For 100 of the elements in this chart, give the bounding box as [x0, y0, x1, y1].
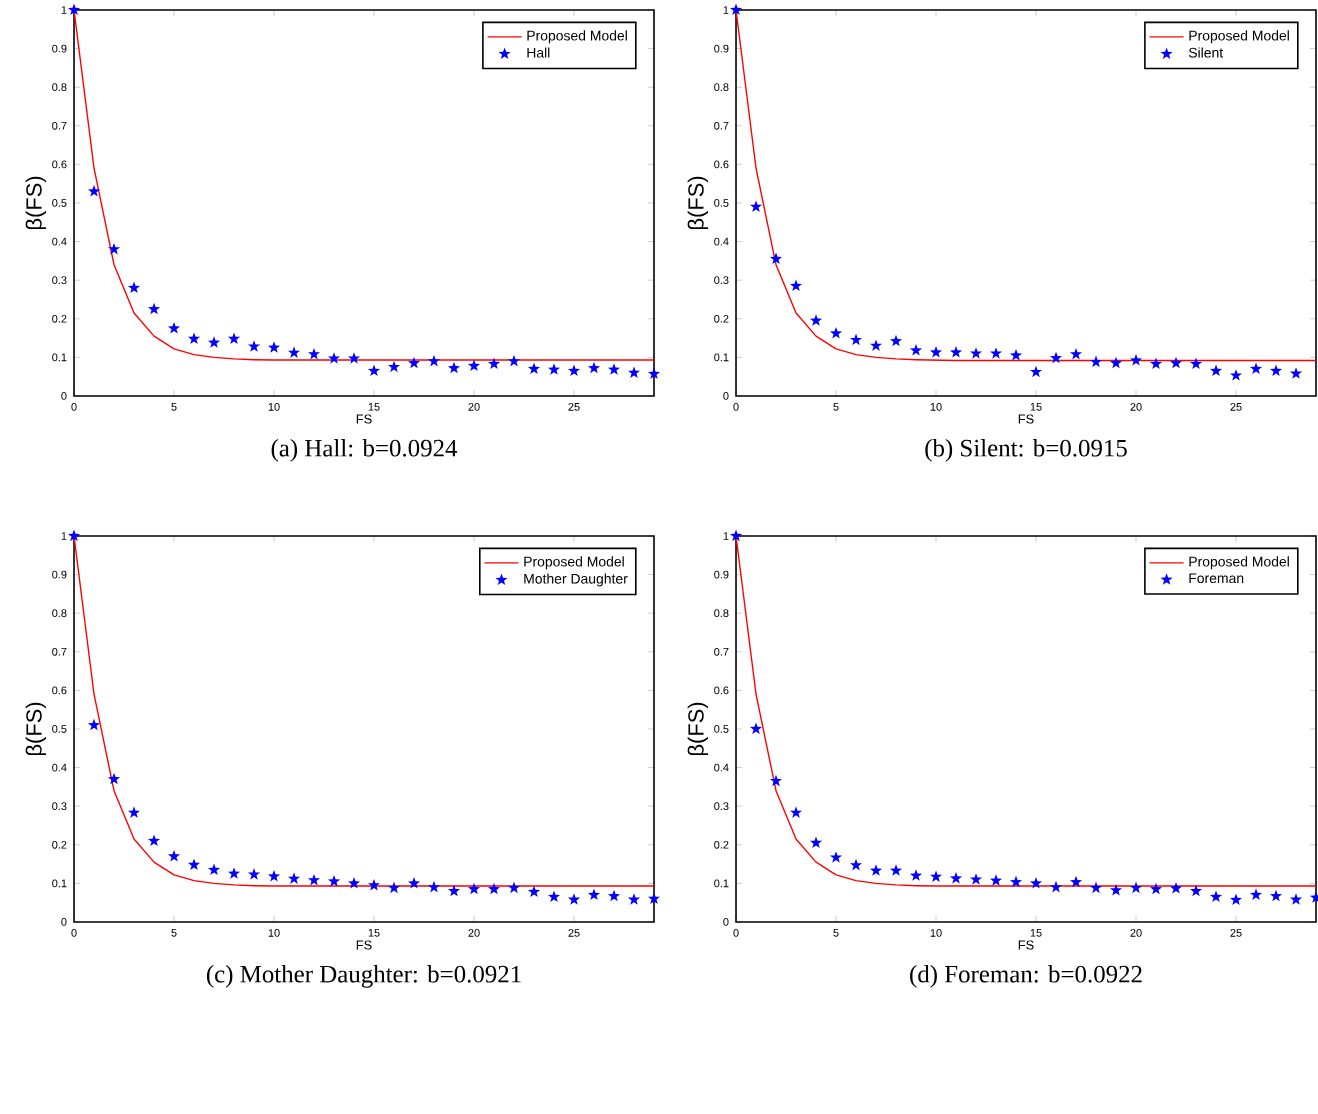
point	[1089, 881, 1103, 894]
point	[1029, 365, 1043, 378]
point	[447, 884, 461, 897]
point	[347, 876, 361, 889]
point	[527, 885, 541, 898]
point	[1069, 875, 1083, 888]
point	[889, 334, 903, 347]
point	[769, 252, 783, 265]
point	[929, 345, 943, 358]
point	[849, 333, 863, 346]
point	[749, 200, 763, 212]
point	[147, 302, 161, 315]
y-axis-title: β(FS)	[687, 702, 709, 756]
point	[1249, 362, 1263, 375]
point	[769, 774, 783, 787]
point	[507, 881, 521, 894]
point	[247, 340, 261, 352]
point	[467, 882, 481, 895]
point	[809, 836, 823, 848]
point	[367, 878, 381, 891]
point	[227, 867, 241, 879]
point	[187, 332, 201, 344]
y-axis-title: β(FS)	[25, 702, 47, 756]
point	[1149, 882, 1163, 895]
point	[1229, 369, 1243, 381]
point	[1089, 355, 1103, 368]
point	[387, 881, 401, 894]
point	[607, 363, 621, 375]
point	[1209, 364, 1223, 377]
point	[829, 327, 843, 339]
point	[407, 876, 421, 889]
point	[127, 806, 141, 818]
point	[267, 341, 281, 353]
point	[849, 858, 863, 871]
point	[749, 722, 763, 735]
point	[107, 772, 121, 785]
point	[1249, 888, 1263, 901]
point	[869, 864, 883, 876]
point	[729, 3, 743, 16]
point	[387, 360, 401, 373]
point	[729, 529, 743, 542]
point	[647, 892, 661, 904]
point	[969, 873, 983, 885]
point	[207, 863, 221, 876]
point	[1069, 347, 1083, 360]
point	[327, 875, 341, 887]
point	[829, 851, 843, 863]
point	[889, 864, 903, 876]
point	[949, 345, 963, 358]
point	[1109, 356, 1123, 369]
point	[1129, 881, 1143, 894]
point	[87, 718, 101, 731]
point	[87, 185, 101, 197]
point	[1289, 893, 1303, 905]
point	[567, 893, 581, 905]
point	[1049, 351, 1063, 364]
point	[167, 322, 181, 334]
point	[427, 354, 441, 367]
point	[949, 871, 963, 884]
point	[67, 529, 81, 542]
point	[327, 352, 341, 364]
point	[507, 354, 521, 367]
point	[307, 873, 321, 886]
point	[1009, 875, 1023, 888]
point	[407, 356, 421, 369]
text: (a) Hall: b=0.0924	[271, 439, 458, 462]
point	[367, 364, 381, 377]
point	[247, 868, 261, 880]
point	[1229, 893, 1243, 906]
point	[909, 344, 923, 356]
point	[1009, 349, 1023, 361]
point	[567, 364, 581, 377]
y-axis-title: β(FS)	[687, 176, 709, 230]
point	[1169, 356, 1183, 369]
point	[287, 346, 301, 358]
point	[547, 890, 561, 903]
point	[527, 362, 541, 375]
point	[1209, 890, 1223, 903]
point	[969, 347, 983, 359]
point	[1149, 357, 1163, 370]
point	[1049, 880, 1063, 893]
point	[127, 281, 141, 294]
point	[207, 336, 221, 348]
point	[587, 361, 601, 374]
point	[809, 314, 823, 326]
point	[1029, 876, 1043, 889]
point	[307, 347, 321, 360]
point	[147, 834, 161, 847]
point	[607, 889, 621, 902]
point	[909, 869, 923, 881]
point	[167, 849, 181, 862]
point	[1109, 883, 1123, 896]
point	[187, 858, 201, 870]
text: (d) Foreman: b=0.0922	[910, 965, 1142, 988]
point	[427, 880, 441, 893]
point	[1269, 889, 1283, 902]
point	[107, 242, 121, 255]
point	[227, 332, 241, 344]
point	[447, 361, 461, 374]
point	[1169, 882, 1183, 894]
